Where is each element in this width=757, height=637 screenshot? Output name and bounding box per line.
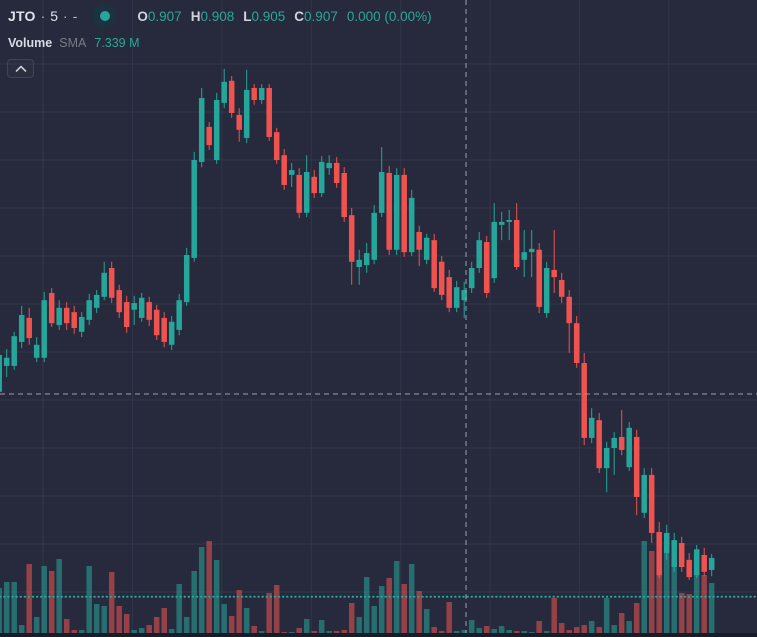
volume-label[interactable]: Volume	[8, 36, 53, 50]
chevron-up-icon	[15, 65, 26, 72]
chart-legend: JTO · 5 · - O0.907 H0.908 L0.905 C0.907 …	[7, 4, 432, 78]
open-label: O	[137, 8, 148, 24]
status-dot-icon	[100, 11, 111, 21]
volume-sma-value: 7.339 M	[94, 36, 140, 50]
candlesticks	[0, 68, 715, 580]
legend-separator: ·	[40, 8, 46, 24]
volume-sma-label: SMA	[59, 36, 87, 50]
open-value: 0.907	[147, 8, 182, 24]
volume-bars	[0, 541, 715, 633]
legend-collapse-button[interactable]	[7, 59, 34, 78]
high-label: H	[190, 8, 201, 24]
exchange-placeholder: -	[72, 8, 78, 24]
close-value: 0.907	[304, 8, 338, 24]
time-axis-separator	[0, 633, 757, 637]
symbol-legend-row: JTO · 5 · - O0.907 H0.908 L0.905 C0.907 …	[8, 4, 432, 28]
low-label: L	[243, 8, 252, 24]
interval-label[interactable]: 5	[50, 8, 59, 24]
symbol-label[interactable]: JTO	[8, 8, 36, 24]
change-value: 0.000 (0.00%)	[346, 8, 432, 24]
low-value: 0.905	[251, 8, 286, 24]
volume-legend-row: Volume SMA 7.339 M	[8, 33, 432, 53]
high-value: 0.908	[200, 8, 235, 24]
legend-separator: ·	[63, 8, 68, 24]
market-status-icon[interactable]	[93, 4, 118, 28]
ohlc-values: O0.907 H0.908 L0.905 C0.907 0.000 (0.00%…	[137, 9, 431, 24]
close-label: C	[294, 8, 305, 24]
